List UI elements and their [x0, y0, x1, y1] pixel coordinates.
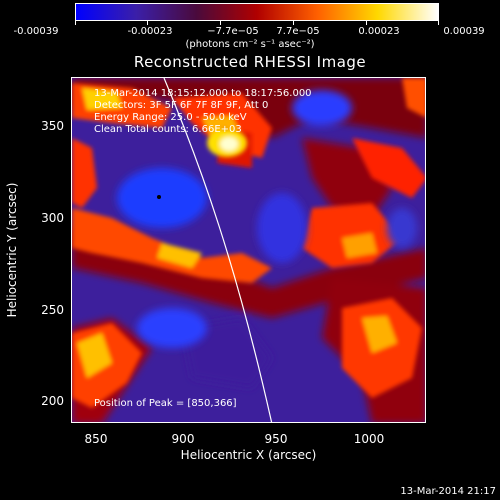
- colorbar-tick-label: -0.00039: [13, 26, 59, 37]
- annotation-clean-counts: Clean Total counts: 6.66E+03: [94, 124, 242, 135]
- y-tick-label: 200: [41, 394, 64, 408]
- rhessi-image-panel: [71, 77, 426, 423]
- colorbar-tick-mark: [220, 21, 221, 25]
- x-axis-label: Heliocentric X (arcsec): [180, 448, 317, 462]
- colorbar: [75, 3, 439, 21]
- colorbar-tick-label: -0.00023: [127, 26, 173, 37]
- colorbar-tick-mark: [147, 21, 148, 25]
- centroid-marker: [157, 195, 161, 199]
- peak-position-label: Position of Peak = [850,366]: [94, 398, 237, 409]
- y-tick-label: 300: [41, 211, 64, 225]
- colorbar-tick-label: 0.00039: [443, 26, 485, 37]
- colorbar-tick-label: −7.7e−05: [207, 26, 259, 37]
- x-tick-label: 950: [264, 432, 288, 446]
- footer-timestamp: 13-Mar-2014 21:17: [400, 486, 496, 497]
- colorbar-tick-mark: [293, 21, 294, 25]
- y-axis-label: Heliocentric Y (arcsec): [5, 182, 19, 318]
- solar-limb-line: [163, 78, 273, 422]
- colorbar-tick-mark: [438, 21, 439, 25]
- annotation-detectors: Detectors: 3F 5F 6F 7F 8F 9F, Att 0: [94, 100, 269, 111]
- rhessi-image-map: [72, 78, 425, 422]
- colorbar-units-label: (photons cm⁻² s⁻¹ asec⁻²): [185, 39, 315, 50]
- colorbar-tick-label: 7.7e−05: [276, 26, 320, 37]
- annotation-time-range: 13-Mar-2014 18:15:12.000 to 18:17:56.000: [94, 88, 312, 99]
- x-tick-label: 1000: [353, 432, 385, 446]
- colorbar-tick-label: 0.00023: [358, 26, 400, 37]
- y-tick-label: 250: [41, 303, 64, 317]
- image-title: Reconstructed RHESSI Image: [133, 53, 367, 71]
- colorbar-tick-mark: [366, 21, 367, 25]
- colorbar-tick-mark: [75, 21, 76, 25]
- annotation-energy-range: Energy Range: 25.0 - 50.0 keV: [94, 112, 247, 123]
- y-tick-label: 350: [41, 119, 64, 133]
- x-tick-label: 900: [171, 432, 195, 446]
- x-tick-label: 850: [84, 432, 108, 446]
